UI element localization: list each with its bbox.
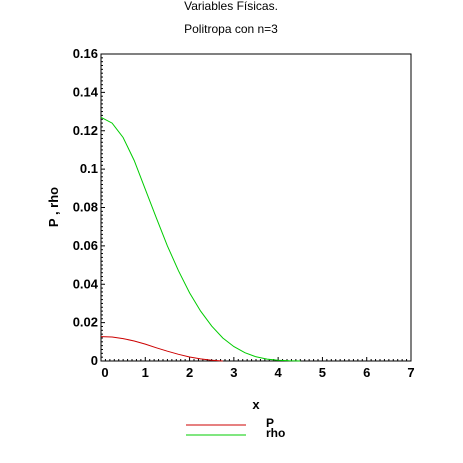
plot-frame bbox=[100, 53, 412, 362]
x-tick-label: 5 bbox=[319, 365, 326, 380]
series-line-rho bbox=[100, 116, 301, 362]
y-tick-label: 0.12 bbox=[73, 123, 98, 138]
y-tick-label: 0.08 bbox=[73, 200, 98, 215]
y-tick-label: 0.16 bbox=[73, 46, 98, 61]
y-tick-label: 0.06 bbox=[73, 238, 98, 253]
x-tick-label: 2 bbox=[186, 365, 193, 380]
x-tick-label: 1 bbox=[142, 365, 149, 380]
plot-border bbox=[100, 53, 412, 362]
series-line-P bbox=[100, 336, 223, 362]
x-tick-label: 0 bbox=[101, 365, 108, 380]
x-axis-label: x bbox=[252, 397, 260, 412]
y-tick-label: 0.04 bbox=[73, 276, 99, 291]
x-tick-label: 4 bbox=[275, 365, 283, 380]
x-tick-label: 7 bbox=[407, 365, 414, 380]
legend-label-rho: rho bbox=[266, 426, 285, 440]
x-tick-label: 6 bbox=[363, 365, 370, 380]
x-tick-label: 3 bbox=[230, 365, 237, 380]
y-tick-label: 0.02 bbox=[73, 315, 98, 330]
y-tick-label: 0 bbox=[91, 353, 98, 368]
chart-subtitle: Politropa con n=3 bbox=[184, 22, 278, 36]
series-lines bbox=[100, 116, 301, 362]
y-axis-label: P , rho bbox=[46, 187, 61, 227]
legend-label-P: P bbox=[266, 416, 274, 430]
y-tick-label: 0.1 bbox=[80, 161, 98, 176]
y-tick-label: 0.14 bbox=[73, 84, 99, 99]
x-axis-ticks: 0 1 2 3 4 5 6 7 bbox=[100, 357, 415, 380]
chart-title: Variables Físicas. bbox=[184, 0, 278, 13]
y-axis-ticks: 0 0.02 0.04 0.06 0.08 0.1 0.12 0.14 0.16 bbox=[73, 46, 105, 368]
